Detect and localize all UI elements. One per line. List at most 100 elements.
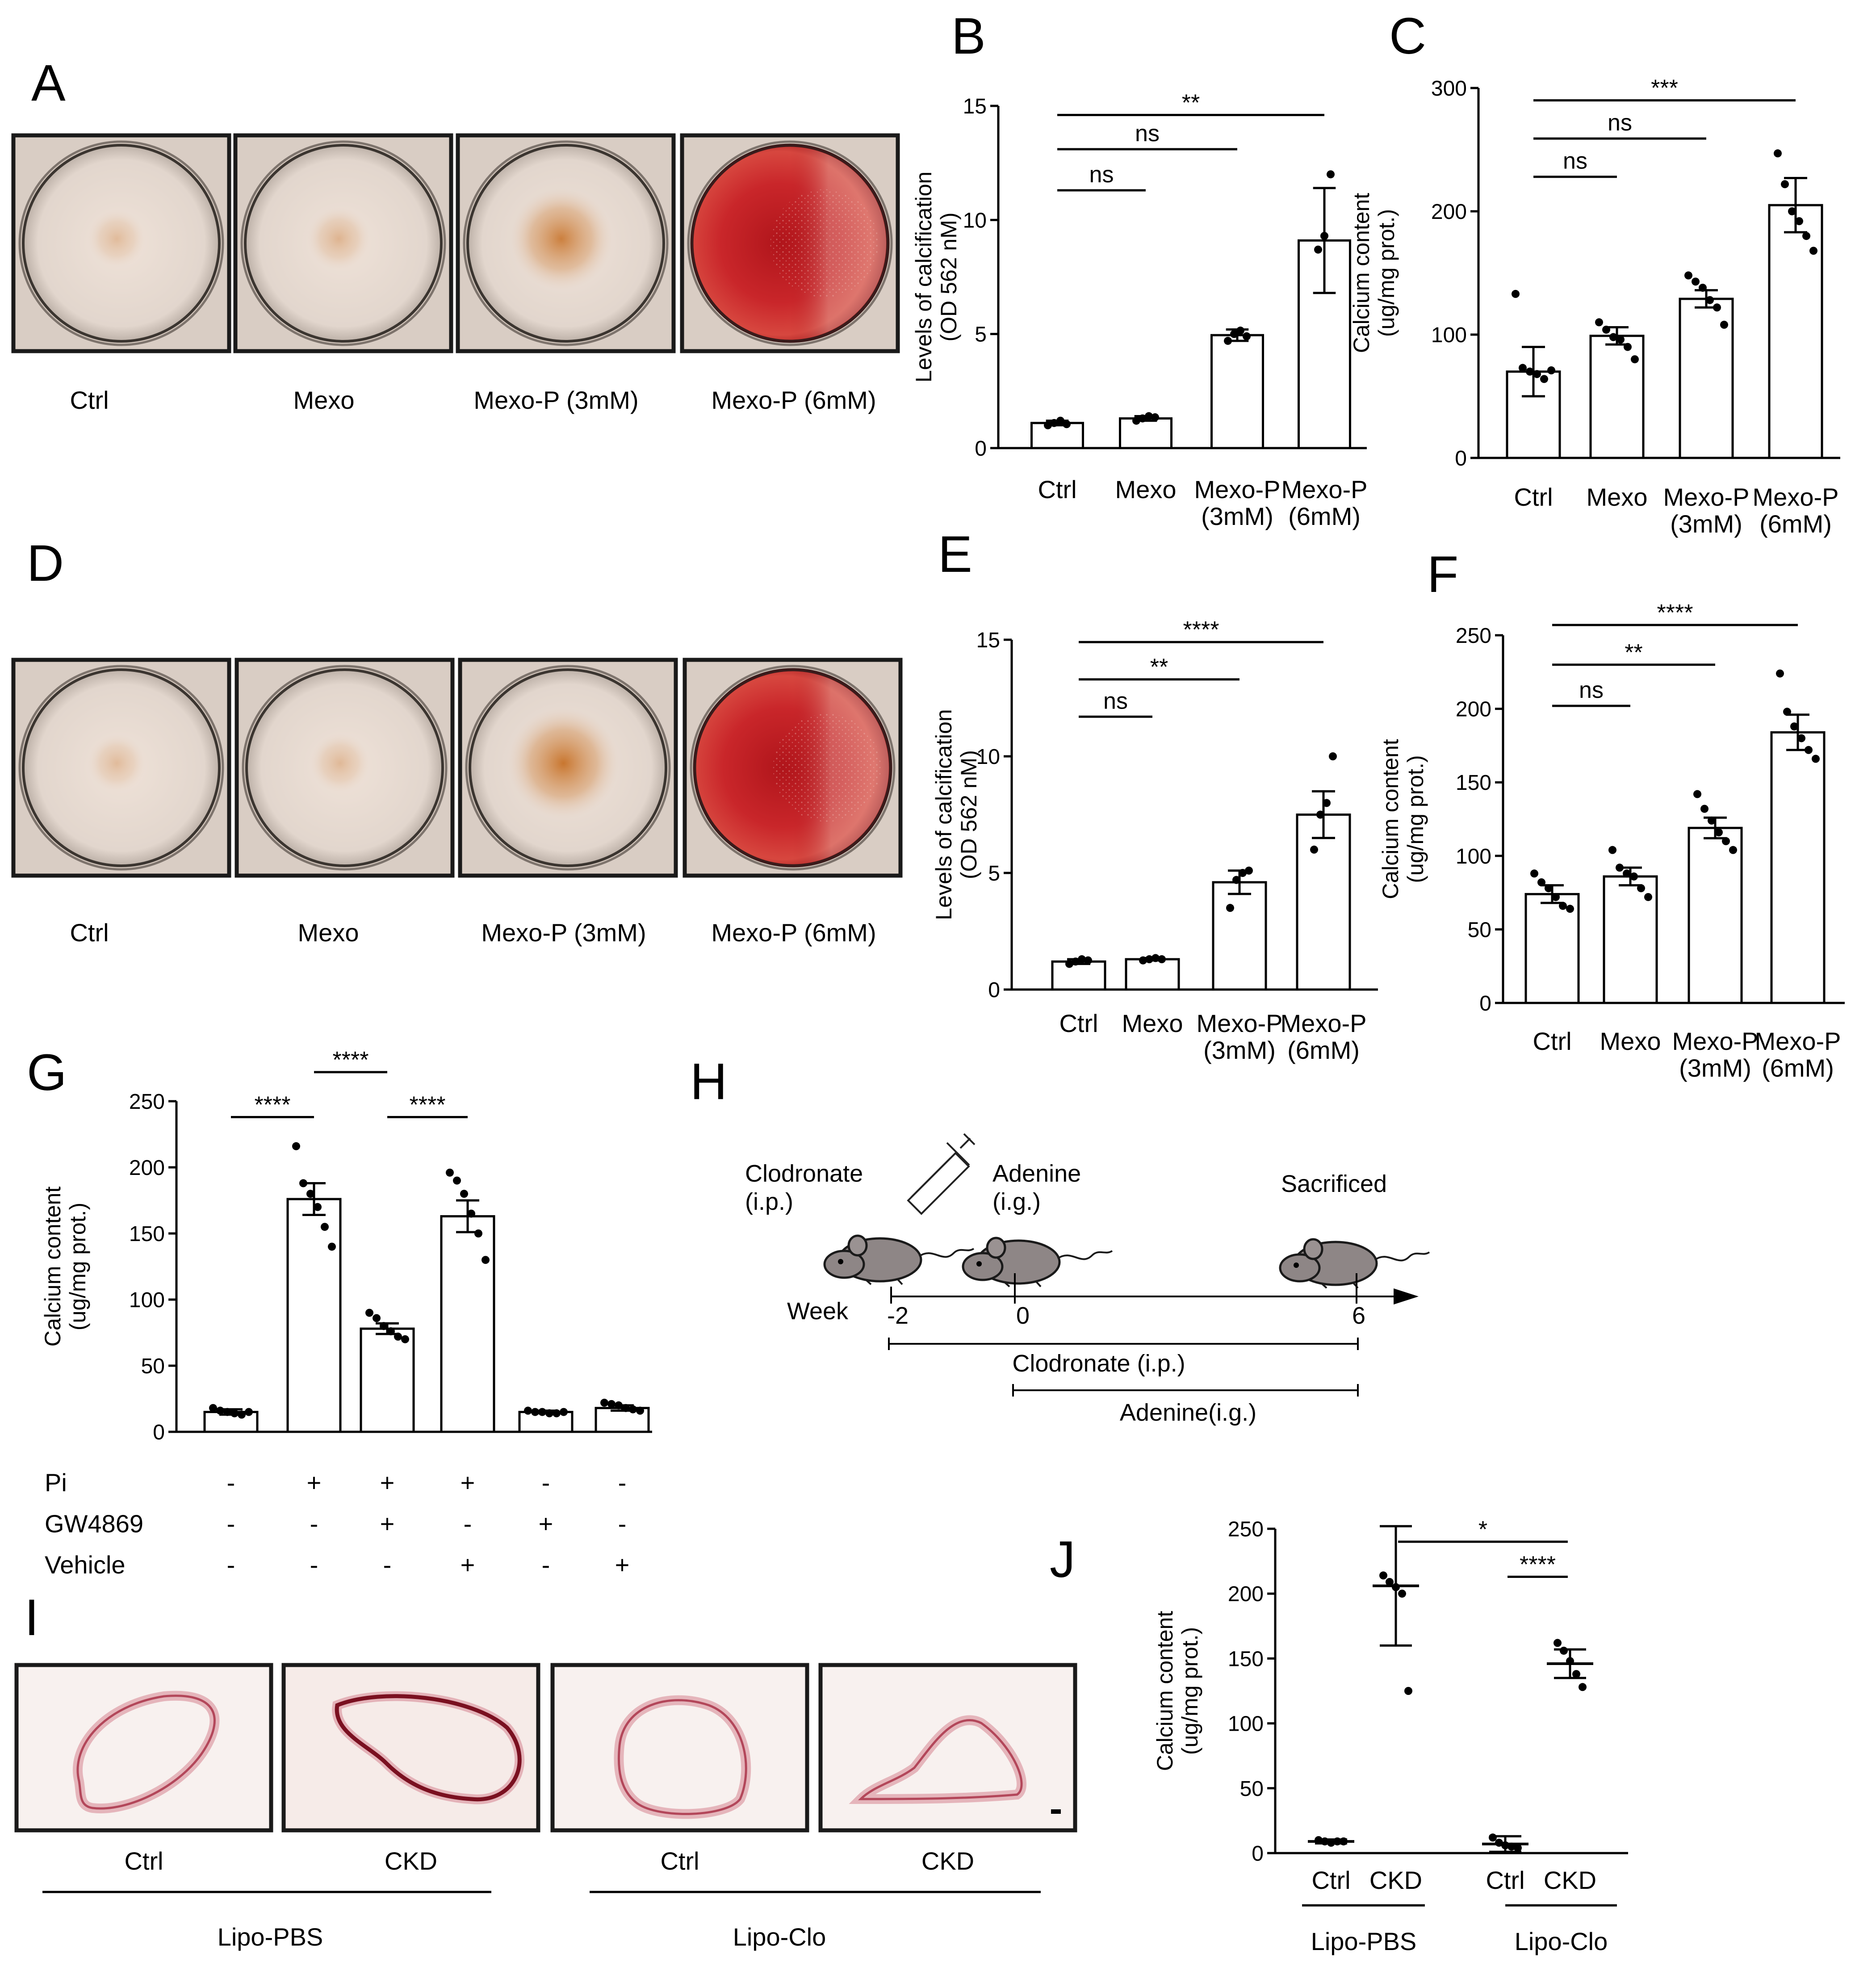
- week-tick: -2: [887, 1302, 909, 1329]
- y-axis-label: (ug/mg prot.): [65, 1203, 90, 1330]
- mouse-head: [823, 1250, 865, 1279]
- image-label: Ctrl: [70, 919, 109, 947]
- data-point: [1809, 247, 1817, 255]
- x-tick-label: (6mM): [1288, 502, 1361, 530]
- mouse-ear: [1303, 1238, 1323, 1260]
- data-point: [1795, 217, 1803, 226]
- data-point: [1063, 420, 1071, 428]
- data-point: [1151, 413, 1159, 422]
- data-point: [1495, 1838, 1503, 1847]
- dish-photo: [234, 658, 455, 878]
- y-tick-label: 200: [129, 1156, 165, 1180]
- data-point: [1232, 876, 1240, 884]
- data-point: [1609, 333, 1617, 341]
- dish-photo: [456, 133, 676, 353]
- panel-letter: J: [1050, 1531, 1076, 1588]
- sacrificed-label: Sacrificed: [1281, 1170, 1387, 1197]
- y-tick-label: 100: [1228, 1712, 1264, 1736]
- data-point: [1623, 869, 1631, 878]
- data-point: [380, 1322, 388, 1330]
- data-point: [1722, 837, 1730, 845]
- panel-letter: E: [938, 526, 972, 583]
- dish-stain: [310, 733, 370, 793]
- bar: [440, 1215, 495, 1433]
- data-point: [1788, 207, 1796, 215]
- significance-label: ns: [1135, 121, 1160, 147]
- data-point: [1720, 320, 1728, 329]
- mouse-tail: [918, 1248, 975, 1258]
- image-label: Mexo-P (6mM): [711, 919, 876, 947]
- data-point: [1236, 327, 1244, 335]
- data-point: [1559, 902, 1567, 910]
- data-point: [1379, 1571, 1387, 1580]
- data-point: [1644, 893, 1652, 901]
- dish-images-D: Ctrl Mexo Mexo-P (3mM) Mexo-P (6mM): [11, 658, 903, 947]
- vessel-photo: [14, 1663, 273, 1833]
- data-point: [1699, 284, 1707, 292]
- image-label: Ctrl: [660, 1847, 699, 1875]
- data-point: [1514, 1844, 1522, 1852]
- data-point: [1316, 810, 1324, 819]
- condition-value: -: [618, 1468, 627, 1497]
- dish-stain: [307, 207, 371, 271]
- significance-label: **: [1182, 90, 1200, 116]
- data-point: [1139, 414, 1147, 423]
- data-point: [1072, 957, 1080, 966]
- data-point: [1327, 1838, 1335, 1847]
- mouse-foot: [1035, 1281, 1042, 1288]
- data-point: [1056, 416, 1064, 425]
- y-tick-label: 5: [975, 323, 987, 347]
- data-point: [314, 1203, 322, 1211]
- bar: [1296, 814, 1351, 991]
- data-point: [453, 1176, 461, 1185]
- y-axis-label: (ug/mg prot.): [1374, 209, 1399, 337]
- image-label: Mexo-P (3mM): [481, 919, 646, 947]
- data-point: [373, 1314, 381, 1322]
- condition-label: Vehicle: [45, 1551, 126, 1579]
- data-point: [1340, 1837, 1348, 1846]
- vessel-images-I: Ctrl CKD Ctrl CKD Lipo-PBS Lipo-Clo: [14, 1663, 1077, 1951]
- significance-label: ****: [1183, 617, 1219, 643]
- condition-value: -: [227, 1468, 235, 1497]
- data-point: [1781, 180, 1789, 189]
- data-point: [328, 1242, 336, 1251]
- mouse-ear: [986, 1237, 1006, 1259]
- photo-frame: [281, 1663, 540, 1833]
- image-label: Mexo-P (3mM): [473, 386, 638, 414]
- data-point: [1616, 864, 1624, 872]
- data-point: [1805, 746, 1813, 754]
- data-point: [387, 1327, 395, 1336]
- condition-value: -: [542, 1551, 550, 1579]
- data-point: [1560, 1646, 1568, 1655]
- data-point: [230, 1409, 239, 1418]
- significance-label: ****: [410, 1092, 446, 1118]
- data-point: [538, 1408, 546, 1416]
- data-point: [1713, 303, 1721, 312]
- panel-letter: C: [1389, 8, 1426, 65]
- mouse-foot: [1321, 1283, 1327, 1289]
- data-point: [1602, 325, 1610, 334]
- data-point: [1545, 884, 1553, 893]
- bar: [1688, 826, 1743, 1004]
- y-axis-label: Calcium content: [1152, 1611, 1177, 1771]
- mouse-head: [1279, 1253, 1321, 1283]
- significance-label: *: [1478, 1517, 1487, 1543]
- data-point: [1489, 1833, 1497, 1842]
- y-tick-label: 200: [1456, 698, 1491, 721]
- y-axis-label: Levels of calcification: [911, 172, 936, 382]
- data-point: [1392, 1583, 1400, 1591]
- data-point: [1508, 1842, 1516, 1851]
- data-point: [607, 1400, 616, 1408]
- data-point: [1692, 277, 1700, 286]
- mouse-foot: [1004, 1282, 1010, 1288]
- dish-stain: [773, 713, 881, 822]
- dish-stain: [770, 189, 879, 298]
- mouse-eye: [1294, 1263, 1299, 1268]
- x-tick-label: Ctrl: [1059, 1009, 1098, 1037]
- group-label: Lipo-Clo: [1515, 1927, 1608, 1955]
- data-point: [1637, 884, 1645, 893]
- data-point: [1314, 245, 1322, 254]
- bar: [1589, 335, 1645, 459]
- chart-B: B 0 5 10 15 Levels of calcification (OD 562 nM…: [911, 8, 1367, 530]
- data-point: [1715, 828, 1723, 837]
